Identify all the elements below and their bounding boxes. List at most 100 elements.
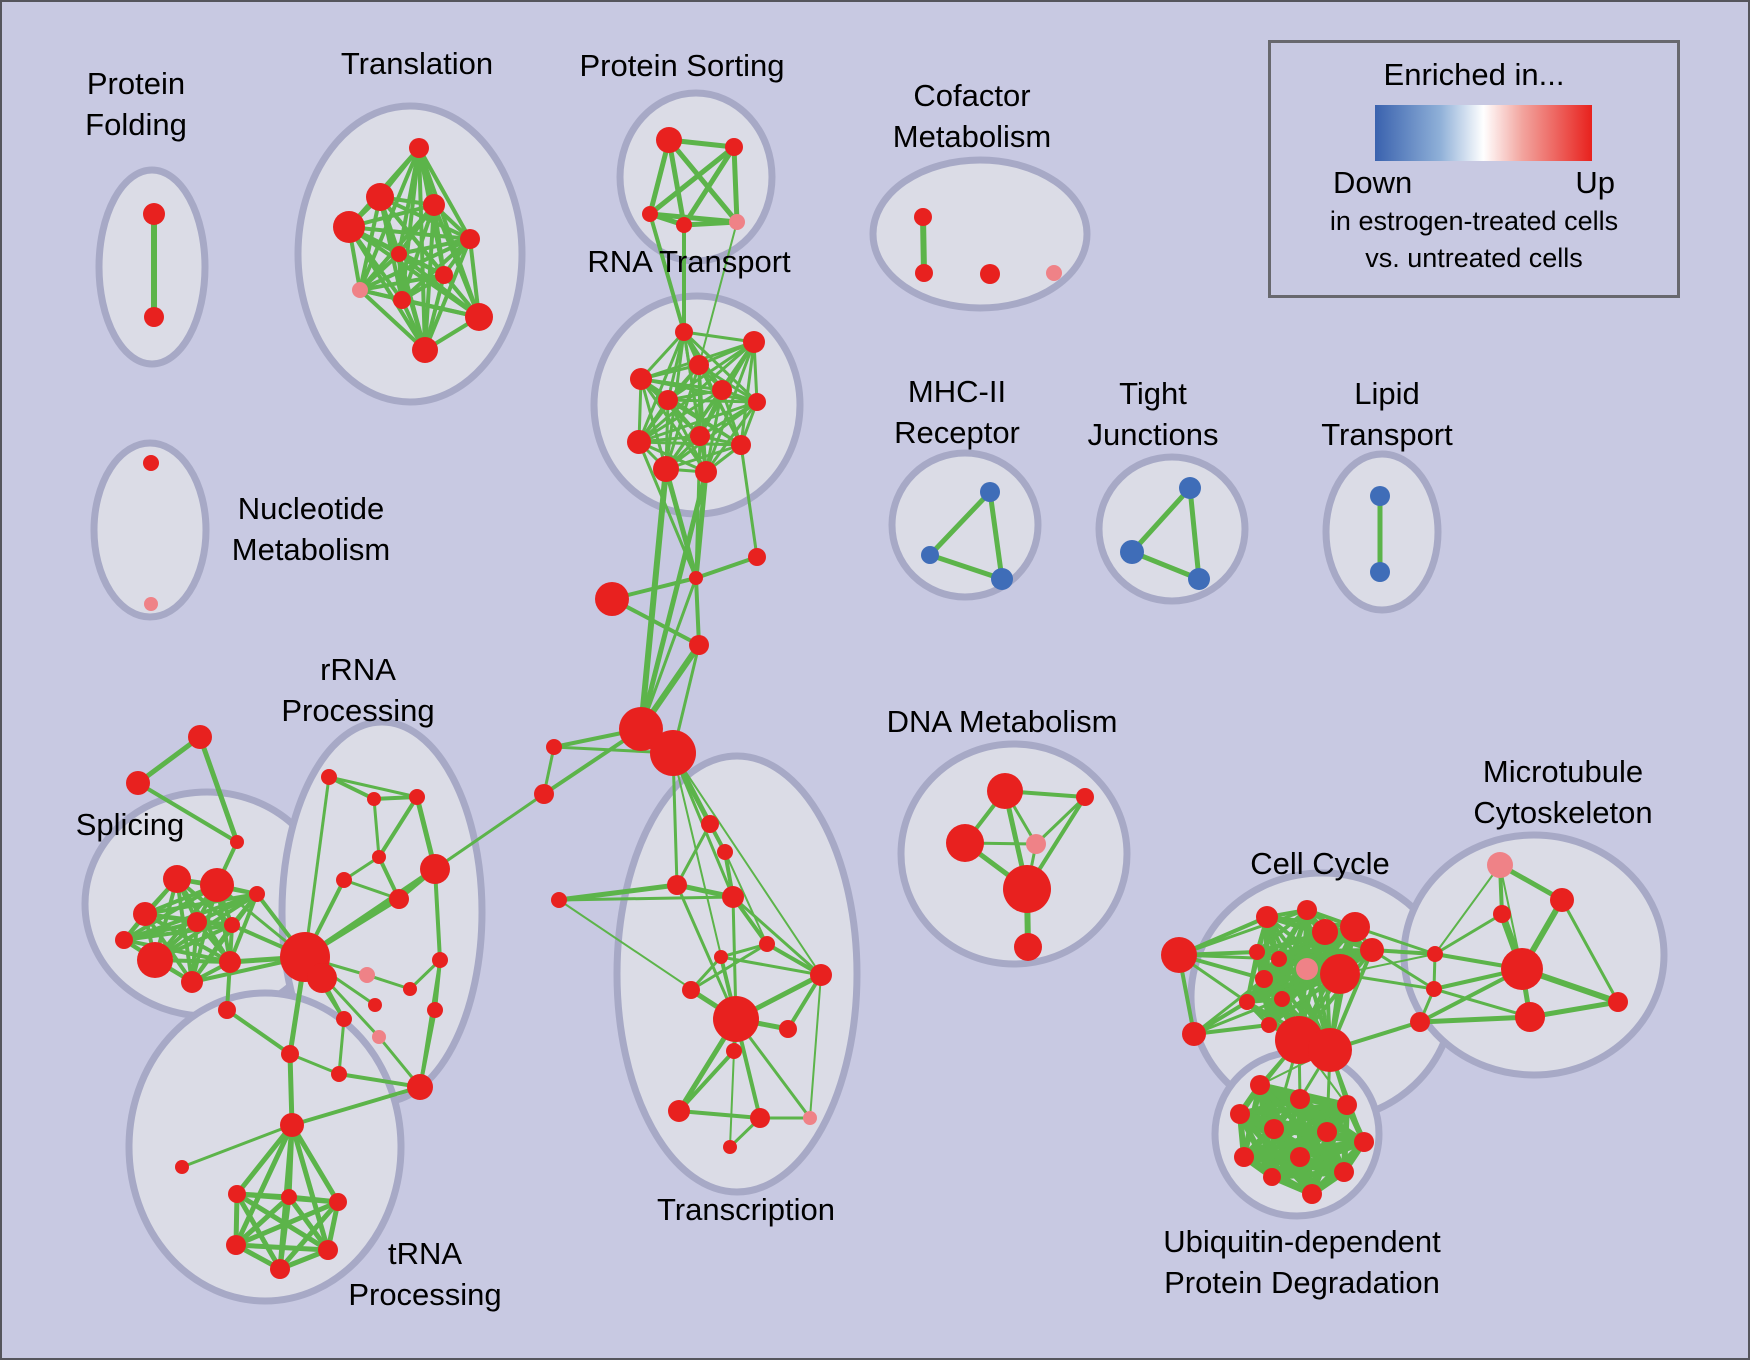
gene-set-node-mb3: [1410, 1012, 1430, 1032]
network-edge: [1192, 1023, 1271, 1036]
gene-set-node-mh3: [991, 568, 1013, 590]
legend-scale-labels: Down Up: [1271, 161, 1677, 201]
network-edge: [694, 555, 759, 580]
gene-set-node-ub12: [1302, 1184, 1322, 1204]
cluster-label-nucleotide-metabolism: Nucleotide: [238, 491, 384, 526]
network-edge: [731, 144, 740, 225]
network-edge: [704, 400, 759, 474]
cluster-label-rrna-processing: rRNA: [320, 652, 396, 687]
gene-set-node-tc10: [750, 1108, 770, 1128]
cluster-label-protein-folding: Protein: [87, 66, 185, 101]
gene-set-node-rr11: [368, 998, 382, 1012]
gene-set-node-tl11: [412, 337, 438, 363]
gene-set-node-ch5: [619, 707, 663, 751]
network-edge: [1129, 485, 1193, 555]
network-edge: [693, 469, 709, 581]
cluster-label-ubiquitin-degradation: Ubiquitin-dependent: [1163, 1224, 1441, 1259]
gene-set-node-st1: [188, 725, 212, 749]
network-edge: [233, 1199, 341, 1248]
network-edge: [724, 851, 768, 945]
gene-set-node-rb2: [281, 1045, 299, 1063]
gene-set-node-sp6: [137, 942, 173, 978]
network-edge: [1192, 997, 1284, 1036]
gene-set-node-tc6: [682, 981, 700, 999]
network-edge: [347, 225, 427, 352]
network-edge: [1432, 987, 1532, 1019]
network-edge: [1262, 948, 1374, 981]
network-edge: [638, 466, 669, 732]
gene-set-node-tl6: [460, 229, 480, 249]
network-edge: [233, 1242, 331, 1253]
network-edge: [234, 1191, 283, 1272]
gene-set-node-rr1: [321, 769, 337, 785]
gene-set-node-cc10: [1239, 994, 1255, 1010]
legend-subtitle-line1: in estrogen-treated cells: [1329, 206, 1619, 236]
cluster-label-translation: Translation: [341, 46, 493, 81]
network-edge: [135, 734, 203, 786]
gene-set-node-ub11: [1263, 1168, 1281, 1186]
gene-set-node-nm1: [143, 455, 159, 471]
network-edge: [927, 552, 1005, 582]
gene-set-node-ub2: [1290, 1089, 1310, 1109]
cluster-label-tight-junctions: Junctions: [1088, 417, 1219, 452]
network-edge: [358, 146, 421, 292]
network-edge: [664, 443, 743, 471]
gene-set-node-rb1: [218, 1001, 236, 1019]
gene-set-node-cc6: [1271, 951, 1287, 967]
gene-set-node-dm2: [946, 824, 984, 862]
network-edge: [1417, 1014, 1533, 1025]
network-edge: [638, 469, 709, 732]
network-edge: [987, 489, 1005, 582]
gene-set-node-cc1: [1256, 906, 1278, 928]
network-edge: [234, 1122, 295, 1197]
gene-set-node-sp8: [181, 971, 203, 993]
cluster-label-mhc-ii-receptor: Receptor: [894, 415, 1020, 450]
network-edge: [637, 440, 743, 447]
gene-set-node-mh1: [980, 482, 1000, 502]
gene-set-node-ub6: [1317, 1122, 1337, 1142]
cluster-label-dna-metabolism: DNA Metabolism: [887, 704, 1118, 739]
gene-set-node-rt2: [743, 331, 765, 353]
gene-set-node-rt10: [731, 435, 751, 455]
network-edge: [663, 466, 699, 581]
network-edge: [664, 400, 759, 471]
network-edge: [731, 895, 823, 977]
gene-set-node-tc7: [779, 1020, 797, 1038]
gene-set-node-sp10: [115, 931, 133, 949]
cluster-ellipse-tight-junctions: [1095, 453, 1249, 605]
legend-title: Enriched in...: [1383, 57, 1565, 92]
network-edge: [1187, 485, 1202, 582]
network-edge: [729, 1050, 735, 1148]
network-edge: [197, 734, 240, 845]
gene-set-node-dm6: [1014, 933, 1042, 961]
cluster-label-nucleotide-metabolism: Metabolism: [232, 532, 391, 567]
cluster-label-splicing: Splicing: [76, 807, 185, 842]
network-edge: [372, 797, 381, 859]
gene-set-node-cc7: [1296, 958, 1318, 980]
network-edge: [682, 330, 759, 404]
cluster-label-lipid-transport: Transport: [1321, 417, 1453, 452]
gene-set-node-tl8: [352, 282, 368, 298]
layer-nodes: [115, 127, 1628, 1279]
gene-set-node-cch2: [1308, 1028, 1352, 1072]
gene-set-node-tn0: [175, 1160, 189, 1174]
legend-subtitle: in estrogen-treated cells vs. untreated …: [1271, 203, 1677, 277]
network-edge: [1192, 977, 1266, 1036]
network-edge: [290, 1085, 422, 1127]
network-edge: [358, 237, 472, 292]
gene-set-node-sp2: [200, 868, 234, 902]
network-edge: [694, 576, 701, 647]
gene-set-node-ub10: [1334, 1162, 1354, 1182]
gene-set-node-ub1: [1250, 1075, 1270, 1095]
gene-set-node-ch3: [595, 582, 629, 616]
gene-set-node-tn6: [270, 1259, 290, 1279]
network-edge: [927, 489, 993, 558]
network-edge: [719, 955, 823, 977]
gene-set-node-cc9: [1255, 970, 1273, 988]
network-edge: [358, 252, 401, 292]
gene-set-node-sp9: [249, 886, 265, 902]
cluster-label-ubiquitin-degradation: Protein Degradation: [1164, 1265, 1440, 1300]
gene-set-node-ps3: [642, 206, 658, 222]
cluster-label-trna-processing: Processing: [348, 1277, 501, 1312]
